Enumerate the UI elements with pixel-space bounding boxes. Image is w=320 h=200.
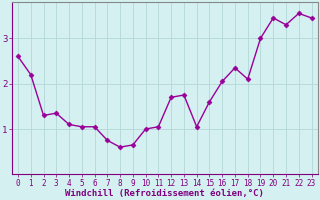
X-axis label: Windchill (Refroidissement éolien,°C): Windchill (Refroidissement éolien,°C) [65,189,264,198]
